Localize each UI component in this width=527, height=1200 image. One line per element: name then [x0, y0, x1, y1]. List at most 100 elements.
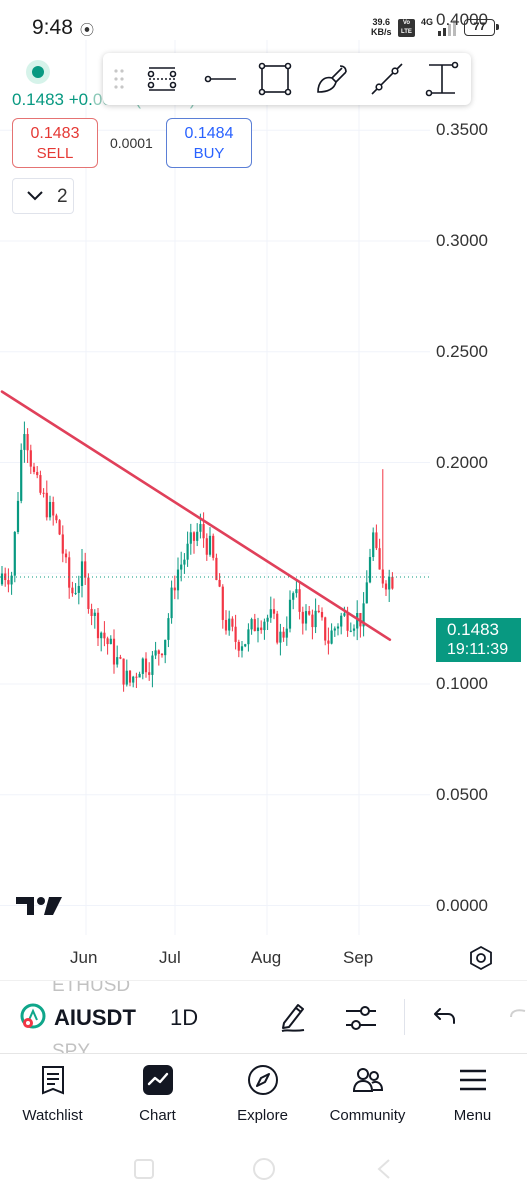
candle-body — [176, 569, 180, 591]
bottom-navigation: Watchlist Chart Explore Community — [0, 1054, 527, 1136]
nav-label-community: Community — [329, 1107, 406, 1124]
price-axis-label: 0.0500 — [436, 784, 488, 804]
candle-body — [368, 557, 372, 583]
candle-body — [138, 673, 141, 678]
candle-body — [154, 650, 157, 656]
candle-body — [378, 548, 381, 570]
brush-tool-icon[interactable] — [312, 60, 350, 98]
candle-body — [106, 638, 109, 645]
sell-label: SELL — [36, 145, 74, 162]
rectangle-tool-icon[interactable] — [256, 60, 294, 98]
buy-price: 0.1484 — [184, 125, 234, 142]
candle-body — [7, 580, 10, 585]
candle-body — [13, 532, 16, 576]
candle-body — [90, 608, 93, 616]
candle-body — [148, 672, 151, 675]
candle-body — [192, 532, 196, 541]
last-price: 0.1483 — [447, 620, 499, 639]
candle-body — [218, 579, 221, 587]
nav-label-explore: Explore — [237, 1107, 288, 1124]
candle-body — [0, 573, 4, 585]
candle-body — [16, 500, 20, 533]
candle-body — [23, 434, 26, 450]
candle-body — [61, 534, 64, 554]
candle-body — [205, 538, 208, 555]
volte-line2: LTE — [401, 29, 412, 35]
candle-body — [116, 657, 119, 665]
last-price-tag: 0.1483 19:11:39 — [436, 618, 521, 662]
candle-body — [317, 610, 320, 612]
recent-apps-icon[interactable] — [129, 1154, 159, 1184]
candle-body — [80, 561, 84, 586]
candle-body — [253, 619, 256, 632]
home-icon[interactable] — [249, 1154, 279, 1184]
nav-community[interactable]: Community — [315, 1054, 420, 1136]
candle-body — [180, 564, 183, 570]
candle-body — [132, 676, 135, 683]
collapse-indicators-button[interactable]: 2 — [12, 178, 74, 214]
battery-level: 77 — [473, 21, 486, 33]
candle-body — [308, 611, 311, 615]
tool-template-icon[interactable] — [143, 60, 181, 98]
drawing-pen-icon[interactable] — [278, 1001, 308, 1033]
line-tool-icon[interactable] — [202, 60, 240, 98]
tradingview-logo-icon[interactable] — [16, 893, 64, 917]
interval-selector[interactable]: 1D — [170, 1005, 199, 1030]
price-change-main: 0.1483 +0. — [12, 90, 93, 109]
candle-body — [346, 613, 349, 631]
candle-body — [263, 621, 266, 631]
nav-chart[interactable]: Chart — [105, 1054, 210, 1136]
candle-body — [276, 613, 279, 643]
nav-watchlist[interactable]: Watchlist — [0, 1054, 105, 1136]
candle-body — [327, 640, 330, 644]
indicators-icon[interactable] — [344, 1003, 378, 1033]
candle-body — [119, 657, 122, 659]
measure-tool-icon[interactable] — [423, 60, 461, 98]
hotspot-icon: ⦿ — [80, 22, 94, 38]
candle-body — [42, 492, 45, 494]
buy-button[interactable]: 0.1484 BUY — [166, 118, 252, 168]
nav-label-menu: Menu — [453, 1107, 492, 1124]
trend-line — [0, 390, 392, 642]
symbol-bar: ETHUSD AIUSDT 1D SPY — [0, 980, 527, 1054]
candle-body — [170, 587, 173, 619]
previous-symbol[interactable]: ETHUSD — [52, 980, 131, 996]
candle-body — [74, 592, 77, 594]
nav-menu[interactable]: Menu — [420, 1054, 525, 1136]
sell-button[interactable]: 0.1483 SELL — [12, 118, 98, 168]
network-speed-value: 39.6 — [372, 17, 391, 27]
candle-body — [356, 613, 359, 629]
time-axis-label: Aug — [251, 948, 282, 967]
candle-body — [352, 628, 356, 631]
candle-body — [20, 449, 23, 501]
candle-body — [391, 576, 394, 589]
candle-body — [109, 638, 112, 645]
candle-body — [295, 589, 298, 594]
candle-body — [77, 585, 80, 593]
undo-icon[interactable] — [430, 1005, 458, 1029]
candle-body — [282, 631, 285, 638]
candle-body — [269, 609, 272, 618]
nav-explore[interactable]: Explore — [210, 1054, 315, 1136]
candle-body — [202, 524, 205, 539]
chart-settings-icon[interactable] — [468, 945, 494, 971]
candle-body — [266, 617, 269, 622]
candle-body — [388, 576, 391, 590]
back-icon[interactable] — [369, 1154, 399, 1184]
chevron-down-icon — [27, 191, 43, 201]
candle-body — [68, 557, 71, 588]
candle-body — [160, 653, 164, 656]
next-symbol[interactable]: SPY — [52, 1041, 91, 1054]
price-chart[interactable] — [0, 40, 527, 980]
symbol-name[interactable]: AIUSDT — [54, 1005, 136, 1030]
drag-handle-icon[interactable] — [113, 68, 125, 90]
signal-icon — [438, 20, 456, 36]
candle-body — [84, 561, 87, 578]
candle-body — [384, 583, 388, 590]
trend-line-tool-icon[interactable] — [368, 60, 406, 98]
candle-body — [151, 655, 154, 675]
time-axis-label: Jul — [159, 948, 181, 967]
bar-countdown: 19:11:39 — [447, 641, 509, 658]
redo-icon[interactable] — [505, 1005, 527, 1029]
candle-body — [224, 619, 228, 631]
